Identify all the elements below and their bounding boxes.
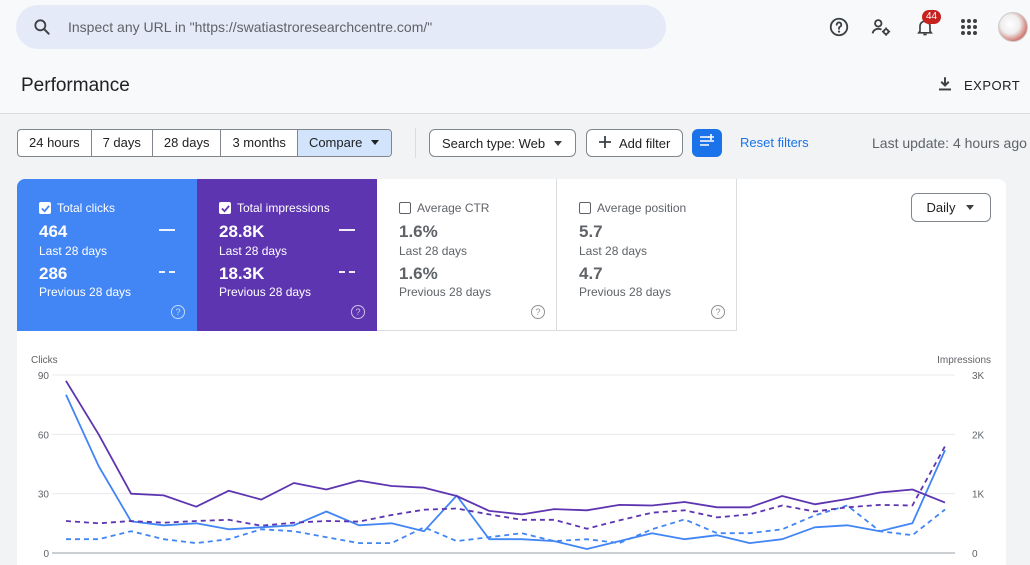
page-title: Performance — [21, 75, 130, 96]
metric-average-position[interactable]: Average position 5.7 Last 28 days 4.7 Pr… — [557, 179, 737, 331]
y-left-tick-label: 30 — [38, 490, 50, 501]
y-right-tick-label: 0 — [972, 549, 978, 560]
metric-current-period: Last 28 days — [39, 244, 108, 258]
metric-previous-period: Previous 28 days — [39, 285, 132, 299]
top-bar: 44 — [0, 0, 1030, 56]
y-right-axis-label: Impressions — [937, 355, 991, 366]
search-type-dropdown[interactable]: Search type: Web — [429, 129, 577, 157]
metric-current-value: 5.7 — [579, 222, 603, 241]
date-range-selector: 24 hours 7 days 28 days 3 months Compare — [17, 129, 393, 157]
metric-total-clicks[interactable]: Total clicks 464 Last 28 days 286 Previo… — [17, 179, 197, 331]
last-update-text: Last update: 4 hours ago — [872, 135, 1027, 151]
help-icon[interactable]: ? — [351, 305, 365, 319]
checkbox-unchecked-icon[interactable] — [579, 202, 591, 214]
range-7-days[interactable]: 7 days — [92, 130, 153, 156]
range-24-hours[interactable]: 24 hours — [18, 130, 92, 156]
add-filter-label: Add filter — [619, 135, 671, 151]
notifications-icon[interactable]: 44 — [910, 10, 942, 42]
chart-svg: 0 30 60 90 0 1K 2K 3K Clicks Impressions — [31, 355, 991, 560]
metric-previous-period: Previous 28 days — [399, 285, 492, 299]
metric-current-period: Last 28 days — [399, 244, 468, 258]
apps-grid-icon[interactable] — [954, 12, 984, 42]
compare-label: Compare — [308, 135, 363, 150]
user-settings-icon[interactable] — [866, 12, 896, 42]
notification-count-badge: 44 — [922, 10, 942, 24]
metric-previous-value: 18.3K — [219, 264, 265, 283]
metric-current-value: 1.6% — [399, 222, 438, 241]
solid-line-legend — [339, 229, 355, 231]
metric-current-period: Last 28 days — [219, 244, 288, 258]
add-filter-button[interactable]: Add filter — [586, 129, 684, 157]
dashed-line-legend — [339, 271, 355, 273]
help-icon[interactable]: ? — [711, 305, 725, 319]
y-left-tick-label: 90 — [38, 371, 50, 382]
page-header: Performance EXPORT — [0, 56, 1030, 114]
metric-current-value: 464 — [39, 222, 68, 241]
download-icon — [936, 75, 954, 96]
series-line-total-clicks-previous — [66, 504, 946, 545]
compare-dropdown[interactable]: Compare — [297, 130, 392, 156]
caret-down-icon — [370, 130, 380, 156]
range-3-months[interactable]: 3 months — [221, 130, 298, 156]
series-line-total-impressions — [65, 380, 946, 516]
y-right-tick-label: 3K — [972, 371, 985, 382]
y-left-axis-label: Clicks — [31, 355, 58, 366]
search-input[interactable] — [68, 19, 648, 35]
export-button[interactable]: EXPORT — [936, 75, 1020, 96]
account-avatar[interactable] — [998, 12, 1028, 42]
y-left-tick-label: 0 — [43, 549, 49, 560]
metric-previous-value: 286 — [39, 264, 68, 283]
performance-card: Total clicks 464 Last 28 days 286 Previo… — [17, 179, 1006, 565]
metric-label: Average CTR — [417, 201, 490, 215]
plus-icon — [599, 135, 611, 151]
y-right-tick-label: 1K — [972, 490, 985, 501]
reset-filters-link[interactable]: Reset filters — [740, 135, 809, 150]
metric-previous-period: Previous 28 days — [579, 285, 672, 299]
export-label: EXPORT — [964, 78, 1021, 93]
metric-average-ctr[interactable]: Average CTR 1.6% Last 28 days 1.6% Previ… — [377, 179, 557, 331]
solid-line-legend — [159, 229, 175, 231]
metric-current-value: 28.8K — [219, 222, 265, 241]
help-icon[interactable] — [824, 12, 854, 42]
range-28-days[interactable]: 28 days — [153, 130, 222, 156]
metric-previous-value: 1.6% — [399, 264, 438, 283]
checkbox-unchecked-icon[interactable] — [399, 202, 411, 214]
metric-label: Total impressions — [237, 201, 330, 215]
url-inspection-search[interactable] — [16, 5, 666, 49]
performance-chart: 0 30 60 90 0 1K 2K 3K Clicks Impressions — [17, 349, 1006, 565]
dashed-line-legend — [159, 271, 175, 273]
y-right-tick-label: 2K — [972, 430, 985, 441]
y-left-tick-label: 60 — [38, 430, 50, 441]
search-icon — [16, 17, 68, 37]
metric-previous-value: 4.7 — [579, 264, 603, 283]
divider — [415, 128, 416, 158]
help-icon[interactable]: ? — [531, 305, 545, 319]
search-type-label: Search type: Web — [442, 135, 546, 151]
metric-label: Average position — [597, 201, 687, 215]
granularity-dropdown[interactable]: Daily — [911, 193, 991, 222]
caret-down-icon — [553, 136, 563, 151]
checkbox-checked-icon[interactable] — [219, 202, 231, 214]
filter-bar: 24 hours 7 days 28 days 3 months Compare… — [0, 114, 1030, 172]
tune-icon — [699, 133, 715, 154]
checkbox-checked-icon[interactable] — [39, 202, 51, 214]
metric-label: Total clicks — [57, 201, 116, 215]
series-line-total-clicks — [65, 394, 946, 550]
metric-current-period: Last 28 days — [579, 244, 648, 258]
help-icon[interactable]: ? — [171, 305, 185, 319]
filter-settings-button[interactable] — [692, 129, 722, 157]
caret-down-icon — [965, 200, 975, 215]
metric-previous-period: Previous 28 days — [219, 285, 312, 299]
granularity-label: Daily — [926, 200, 956, 215]
series-line-total-impressions-previous — [65, 445, 946, 530]
metric-total-impressions[interactable]: Total impressions 28.8K Last 28 days 18.… — [197, 179, 377, 331]
